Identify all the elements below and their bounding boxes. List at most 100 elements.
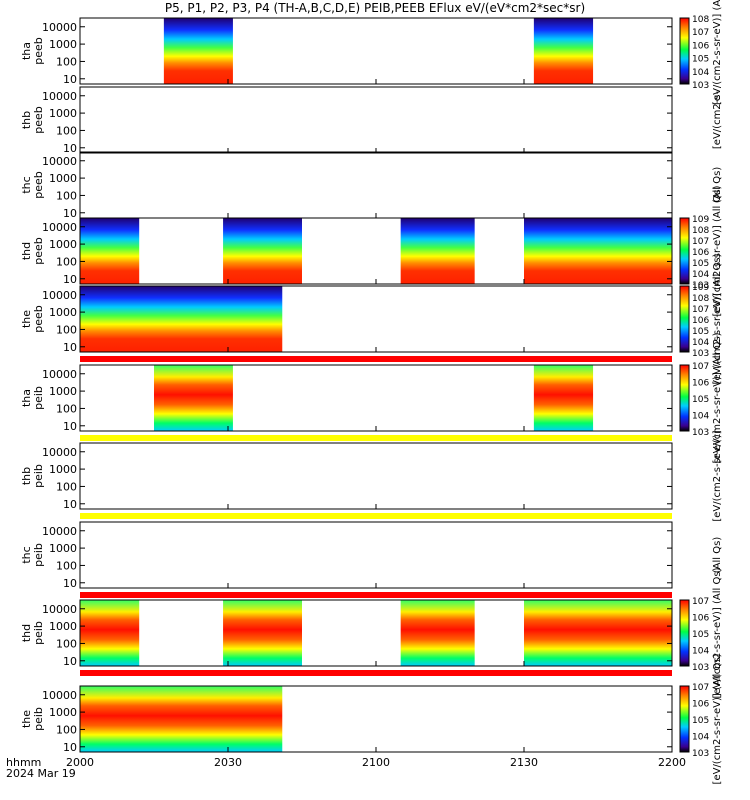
data-band — [154, 365, 233, 431]
colorbar-tick-label: 105 — [692, 630, 709, 640]
figure-title: P5, P1, P2, P3, P4 (TH-A,B,C,D,E) PEIB,P… — [165, 1, 585, 15]
colorbar-tick-label: 106 — [692, 316, 709, 326]
colorbar-tick-label: 106 — [692, 614, 709, 624]
date-label: 2024 Mar 19 — [6, 767, 76, 780]
separator-strip — [80, 670, 672, 676]
product-label: peeb — [32, 237, 45, 265]
colorbar-tick-label: 103 — [692, 428, 709, 438]
colorbar-tick-label: 109 — [692, 283, 709, 293]
data-band — [400, 218, 475, 284]
product-label: peeb — [32, 106, 45, 134]
data-band — [533, 18, 594, 84]
y-tick-label: 100 — [56, 637, 77, 650]
probe-label: thd — [20, 242, 33, 260]
separator-strip — [80, 513, 672, 519]
data-band — [223, 218, 302, 284]
panel-the-peib: 10 100 1000 10000 the peib 103 104 105 106 107 [eV/… — [20, 653, 723, 784]
y-tick-label: 10000 — [42, 221, 77, 234]
panel-thb-peib: 10 100 1000 10000 thb peib [eV/(cm2-s-sr-eV)] — [20, 430, 723, 521]
product-label: peeb — [32, 37, 45, 65]
y-tick-label: 10 — [63, 273, 77, 286]
probe-label: thb — [20, 467, 33, 485]
data-band — [223, 600, 302, 666]
time-axis-label: hhmm — [6, 756, 41, 769]
probe-label: thb — [20, 111, 33, 129]
y-tick-label: 10 — [63, 73, 77, 86]
separator-strip — [80, 592, 672, 598]
y-tick-label: 10 — [63, 341, 77, 354]
colorbar-tick-label: 104 — [692, 68, 709, 78]
colorbar-tick-label: 107 — [692, 305, 709, 315]
probe-label: thd — [20, 624, 33, 642]
colorbar-tick-label: 106 — [692, 41, 709, 51]
probe-label: the — [20, 310, 33, 328]
colorbar-tick-label: 105 — [692, 395, 709, 405]
colorbar-tick-label: 104 — [692, 733, 709, 743]
y-tick-label: 10000 — [42, 446, 77, 459]
separator-strip — [80, 435, 672, 441]
colorbar — [679, 285, 690, 353]
y-tick-label: 10000 — [42, 90, 77, 103]
colorbar-unit-label: (All Qs) — [712, 537, 723, 574]
y-tick-label: 100 — [56, 480, 77, 493]
y-tick-label: 10000 — [42, 289, 77, 302]
y-tick-label: 10000 — [42, 21, 77, 34]
separator-strip — [80, 356, 672, 362]
y-tick-label: 1000 — [49, 306, 77, 319]
colorbar-tick-label: 106 — [692, 248, 709, 258]
colorbar-tick-label: 103 — [692, 281, 709, 291]
colorbar-tick-label: 105 — [692, 716, 709, 726]
colorbar-tick-label: 103 — [692, 349, 709, 359]
product-label: peib — [32, 621, 45, 645]
colorbar-tick-label: 107 — [692, 362, 709, 372]
product-label: peeb — [32, 305, 45, 333]
time-tick-labels: 2000 2030 2100 2130 2200 — [66, 756, 686, 769]
y-tick-label: 1000 — [49, 706, 77, 719]
colorbar-unit-label: [eV/(cm2-s- — [712, 91, 723, 150]
probe-label: thc — [20, 546, 33, 563]
y-tick-label: 100 — [56, 559, 77, 572]
panel-frame — [79, 521, 673, 589]
colorbar-tick-label: 106 — [692, 700, 709, 710]
y-tick-label: 10 — [63, 577, 77, 590]
colorbar — [679, 599, 690, 667]
y-tick-label: 10 — [63, 142, 77, 155]
time-tick-label: 2200 — [658, 756, 686, 769]
colorbar-tick-label: 103 — [692, 81, 709, 91]
y-tick-label: 1000 — [49, 172, 77, 185]
colorbar-tick-label: 107 — [692, 597, 709, 607]
probe-label: tha — [20, 389, 33, 407]
y-tick-label: 10 — [63, 741, 77, 754]
data-band — [80, 218, 140, 284]
colorbar-unit-label: [eV/(cm2-s-sr-eV)] (All Qs) — [712, 567, 723, 698]
y-tick-label: 1000 — [49, 238, 77, 251]
probe-label: tha — [20, 42, 33, 60]
colorbar-tick-label: 104 — [692, 338, 709, 348]
y-tick-label: 100 — [56, 323, 77, 336]
y-tick-label: 100 — [56, 124, 77, 137]
time-axis: hhmm 2024 Mar 19 2000 2030 2100 2130 2200 — [6, 756, 686, 780]
y-tick-label: 10000 — [42, 525, 77, 538]
panel-frame — [79, 86, 673, 154]
product-label: peib — [32, 386, 45, 410]
y-tick-label: 10000 — [42, 603, 77, 616]
y-tick-label: 1000 — [49, 107, 77, 120]
colorbar-tick-label: 107 — [692, 683, 709, 693]
panel-tha-peeb: 10 100 1000 10000 tha peeb 103 104 105 106 107 108[… — [20, 0, 723, 105]
y-tick-label: 100 — [56, 55, 77, 68]
colorbar-unit-label: [eV/(cm2-s-sr-eV)] (All Qs) — [712, 332, 723, 463]
y-tick-label: 100 — [56, 723, 77, 736]
y-tick-label: 10000 — [42, 368, 77, 381]
y-tick-label: 10000 — [42, 155, 77, 168]
colorbar-tick-label: 107 — [692, 237, 709, 247]
colorbar-tick-label: 109 — [692, 215, 709, 225]
y-tick-label: 10 — [63, 655, 77, 668]
y-tick-label: 10 — [63, 498, 77, 511]
colorbar — [679, 685, 690, 753]
panel-frame — [79, 442, 673, 510]
